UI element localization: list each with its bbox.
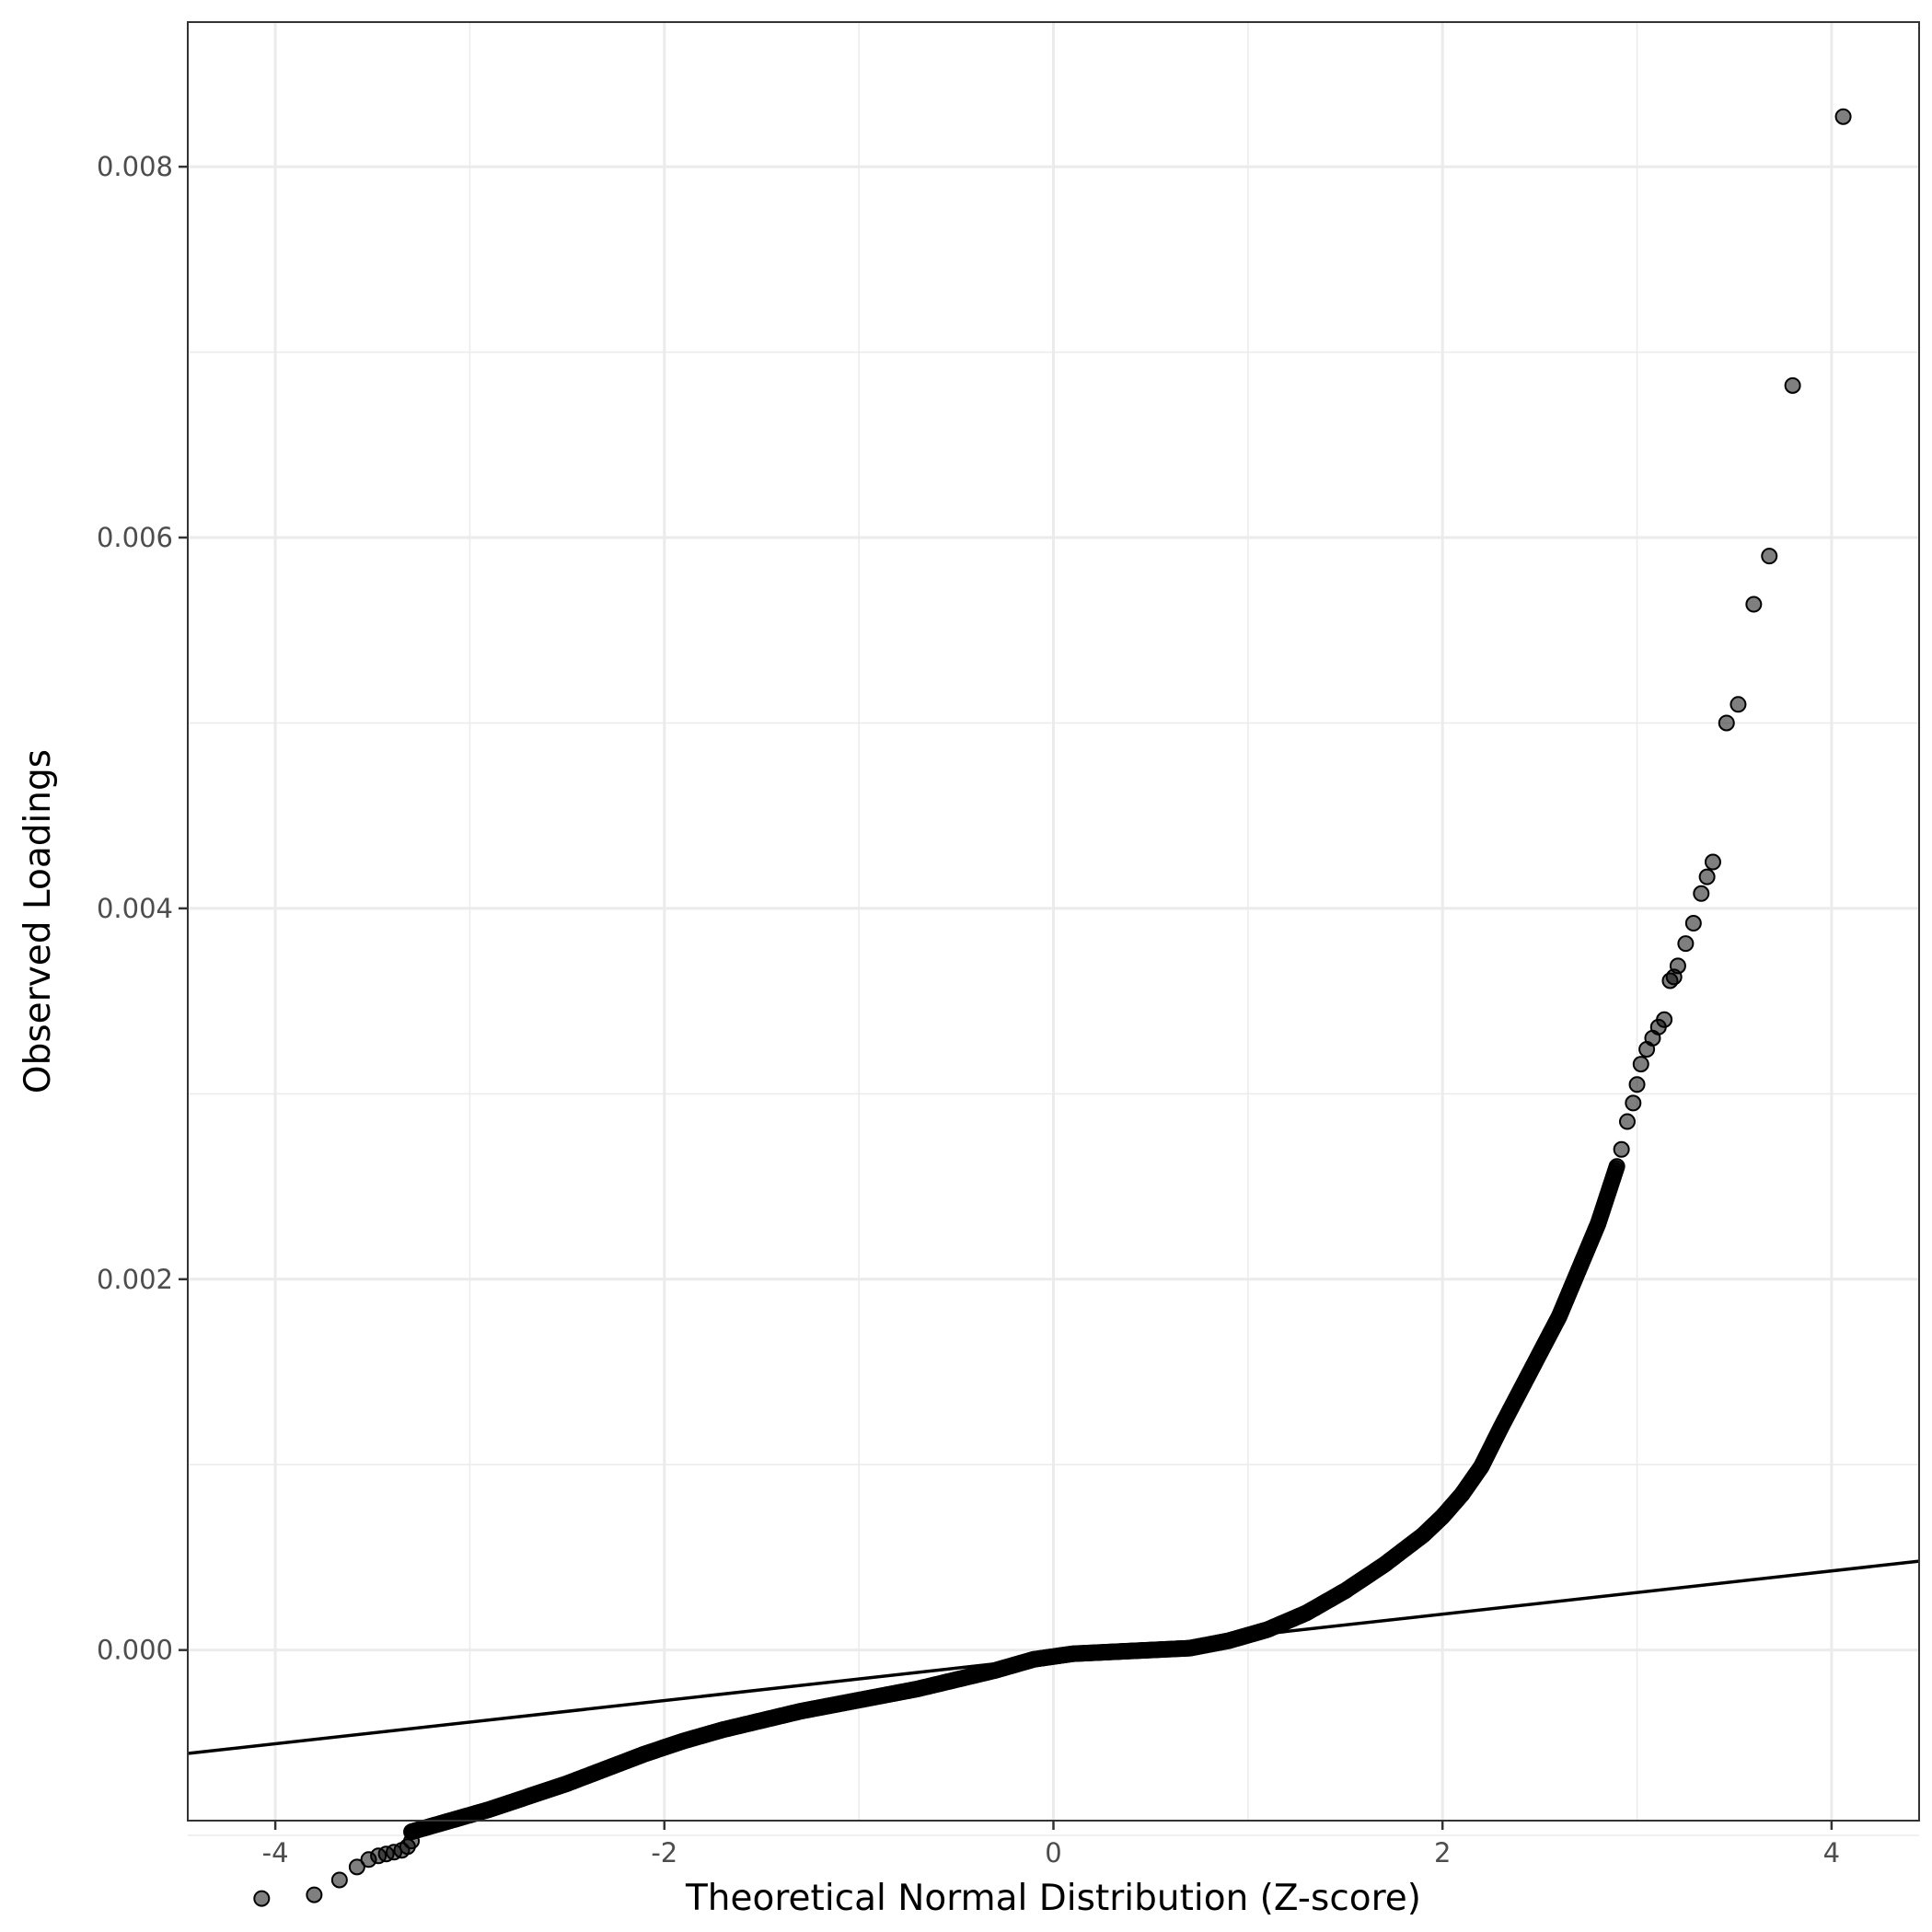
data-point: [1693, 885, 1710, 902]
data-point: [1761, 548, 1778, 565]
data-point: [1618, 1113, 1636, 1130]
data-point: [1632, 1056, 1649, 1073]
data-point: [1608, 1158, 1625, 1175]
data-point: [1704, 853, 1721, 871]
data-point: [403, 1833, 421, 1850]
data-point: [330, 1871, 348, 1889]
axis-ticks: [179, 165, 1834, 1830]
y-tick-label: 0.006: [97, 522, 173, 553]
data-point: [1698, 868, 1716, 885]
data-point: [1745, 596, 1763, 613]
x-tick-label: -4: [262, 1837, 289, 1868]
data-point: [1656, 1011, 1673, 1028]
data-point: [1628, 1076, 1646, 1093]
x-tick-label: 2: [1434, 1837, 1451, 1868]
x-axis-title: Theoretical Normal Distribution (Z-score…: [685, 1878, 1421, 1919]
x-tick-label: -2: [651, 1837, 677, 1868]
data-point: [1784, 376, 1801, 394]
data-points: [253, 108, 1852, 1907]
data-point: [1625, 1094, 1642, 1112]
data-point: [1613, 1140, 1630, 1158]
data-point: [306, 1886, 323, 1903]
x-tick-label: 0: [1045, 1837, 1061, 1868]
data-point: [1669, 957, 1686, 975]
y-tick-label: 0.004: [97, 893, 173, 924]
data-point: [348, 1858, 365, 1876]
data-point: [1730, 696, 1747, 713]
y-tick-label: 0.008: [97, 151, 173, 182]
y-axis-title: Observed Loadings: [17, 749, 59, 1093]
x-tick-label: 4: [1823, 1837, 1840, 1868]
tick-labels: -4 -2 0 2 4 0.000 0.002 0.004 0.006 0.008: [97, 151, 1840, 1868]
data-point: [253, 1890, 271, 1907]
data-point: [1834, 108, 1852, 125]
data-point: [1718, 714, 1735, 732]
y-tick-label: 0.002: [97, 1264, 173, 1295]
data-point: [1684, 915, 1702, 932]
data-point: [1677, 935, 1695, 953]
y-tick-label: 0.000: [97, 1635, 173, 1666]
